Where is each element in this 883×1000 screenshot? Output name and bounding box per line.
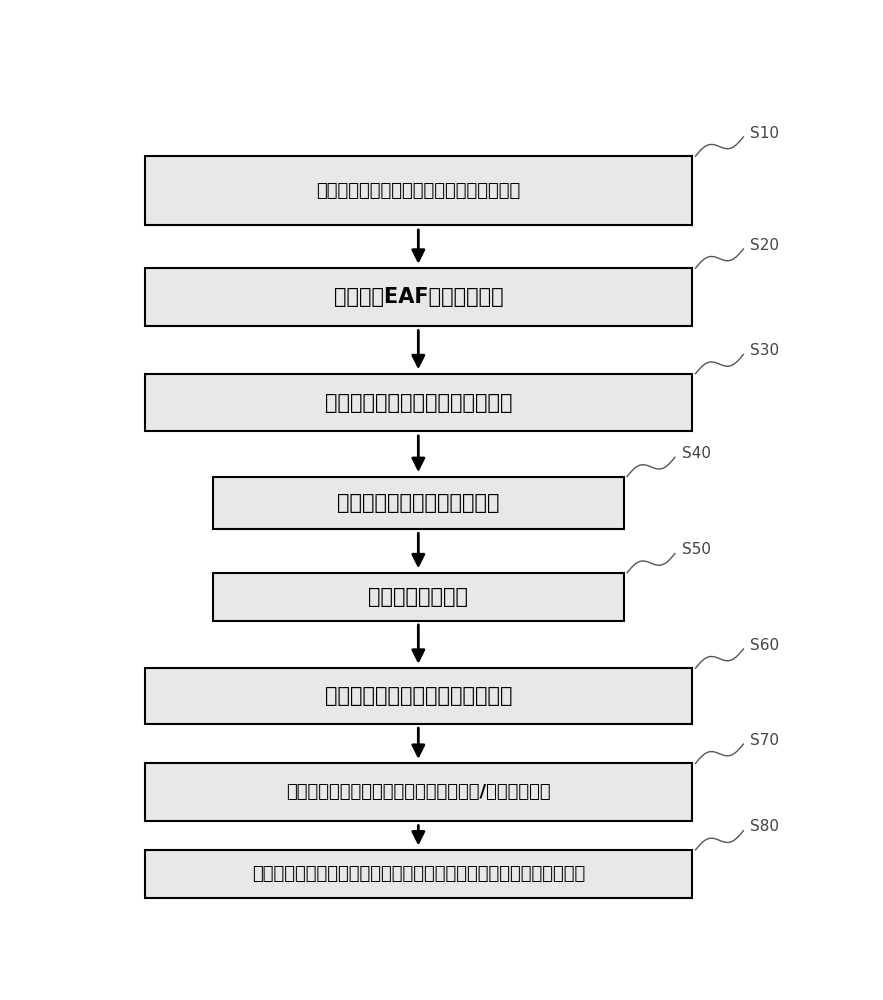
FancyBboxPatch shape bbox=[145, 156, 692, 225]
FancyBboxPatch shape bbox=[213, 573, 623, 620]
Text: 基于所估计的温度、目标出炉温度和供应到电极的功率来确定出炉时间: 基于所估计的温度、目标出炉温度和供应到电极的功率来确定出炉时间 bbox=[252, 865, 585, 883]
FancyBboxPatch shape bbox=[213, 477, 623, 529]
FancyBboxPatch shape bbox=[145, 668, 692, 724]
Text: S40: S40 bbox=[682, 446, 711, 461]
Text: 在时间点处基于所计算的温度曲线来估计/预测出炉温度: 在时间点处基于所计算的温度曲线来估计/预测出炉温度 bbox=[286, 783, 551, 801]
FancyBboxPatch shape bbox=[145, 763, 692, 821]
FancyBboxPatch shape bbox=[145, 374, 692, 431]
Text: 基于所接收的温度来计算温度曲线: 基于所接收的温度来计算温度曲线 bbox=[325, 686, 512, 706]
Text: S30: S30 bbox=[751, 343, 780, 358]
Text: 接收所测量的温度: 接收所测量的温度 bbox=[368, 587, 468, 607]
Text: 将功率供应到电极以将废料熔化成金属熔体: 将功率供应到电极以将废料熔化成金属熔体 bbox=[316, 182, 520, 200]
FancyBboxPatch shape bbox=[145, 850, 692, 898]
Text: S70: S70 bbox=[751, 733, 779, 748]
Text: 电磁搓拌EAF中的金属熔体: 电磁搓拌EAF中的金属熔体 bbox=[334, 287, 503, 307]
Text: S60: S60 bbox=[751, 638, 780, 653]
Text: S80: S80 bbox=[751, 819, 779, 834]
FancyBboxPatch shape bbox=[145, 268, 692, 326]
Text: S50: S50 bbox=[682, 542, 711, 557]
Text: S20: S20 bbox=[751, 238, 779, 253]
Text: 从金属熔体的表面吹走废料和烟雾: 从金属熔体的表面吹走废料和烟雾 bbox=[325, 393, 512, 413]
Text: S10: S10 bbox=[751, 126, 779, 141]
Text: 非接触地测量金属熔体的温度: 非接触地测量金属熔体的温度 bbox=[337, 493, 500, 513]
